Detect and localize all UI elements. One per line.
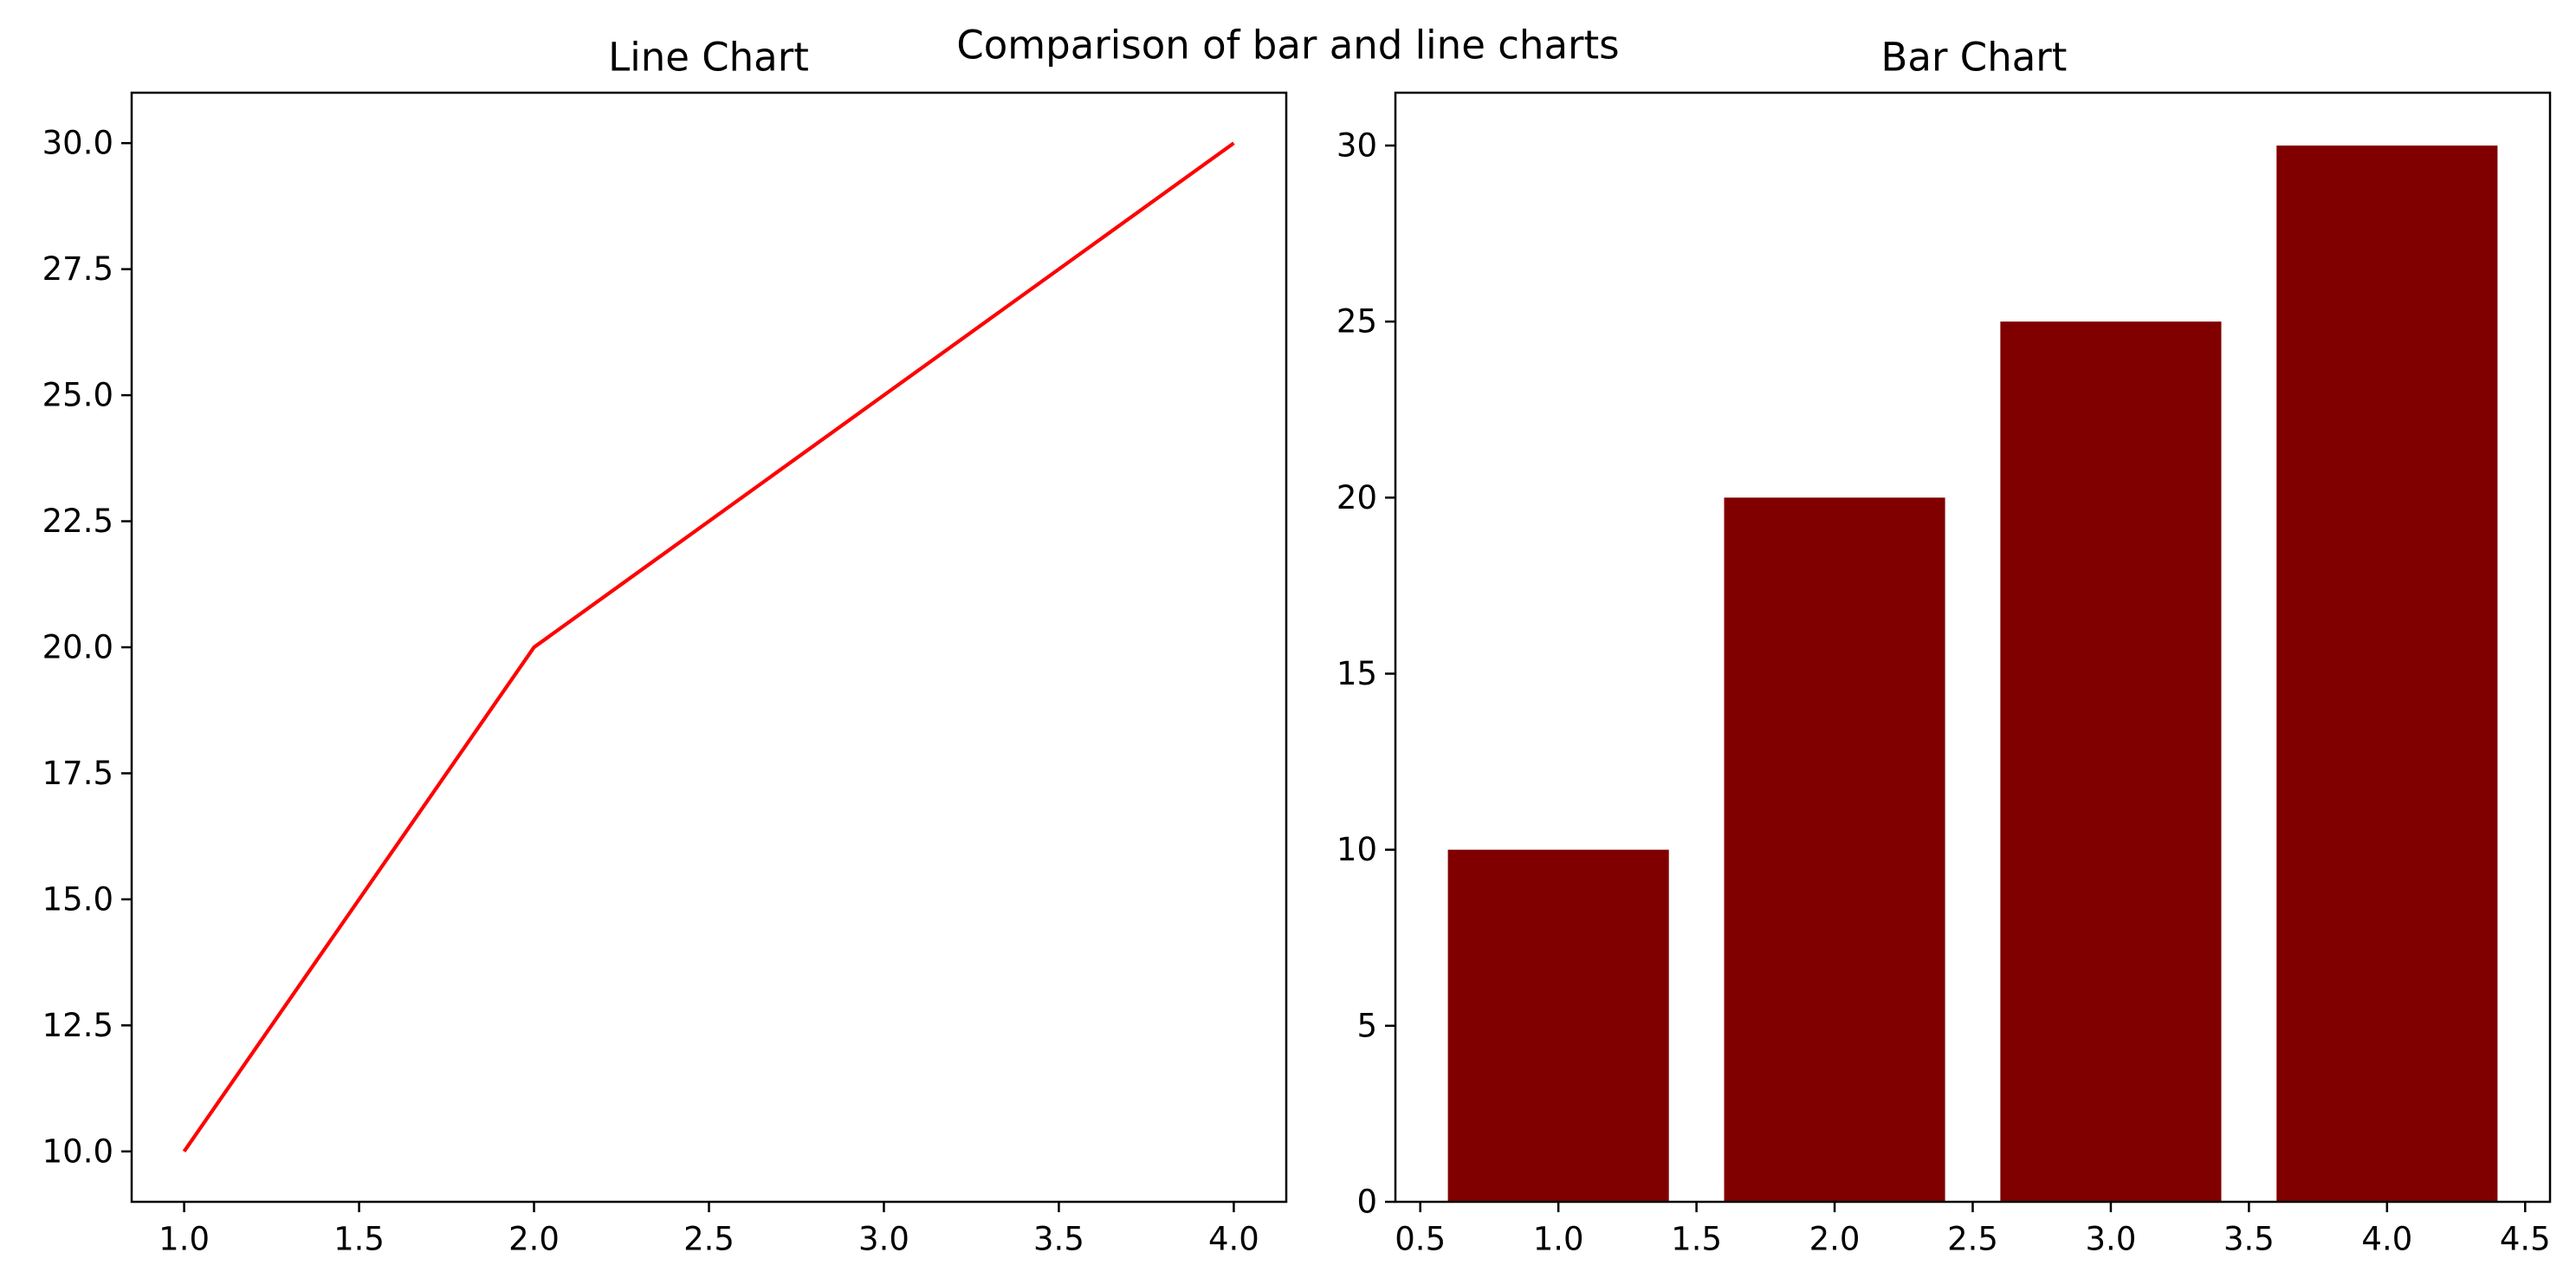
bar-chart-x-axis-ticks: 0.5 1.0 1.5 2.0 2.5 3.0 3.5 4.0 4.5: [1395, 1202, 2551, 1258]
line-y-tick-label: 30.0: [42, 125, 113, 162]
bar-3: [2000, 321, 2222, 1203]
line-x-tick-label: 4.0: [1208, 1221, 1259, 1258]
bar-y-tick-label: 5: [1356, 1007, 1377, 1044]
line-y-tick-label: 17.5: [42, 755, 113, 792]
figure-suptitle: Comparison of bar and line charts: [956, 23, 1619, 68]
bar-y-tick-label: 20: [1337, 479, 1377, 516]
line-x-tick-label: 1.5: [333, 1221, 385, 1258]
line-y-tick-label: 12.5: [42, 1007, 113, 1044]
bar-x-tick-label: 4.0: [2361, 1221, 2412, 1258]
line-chart-marks: [182, 141, 1235, 1153]
line-x-tick-label: 3.0: [858, 1221, 909, 1258]
bar-chart-panel: Bar Chart 0.5 1.0 1.5 2.0 2.5 3.0 3.5 4.0 4.5 0 5…: [1337, 35, 2552, 1258]
line-x-tick-label: 1.0: [159, 1221, 210, 1258]
bar-y-tick-label: 0: [1356, 1184, 1377, 1221]
bar-y-tick-label: 30: [1337, 127, 1377, 164]
line-chart-panel: Line Chart 1.0 1.5 2.0 2.5 3.0 3.5 4.0 10.0 12.…: [42, 35, 1288, 1258]
line-y-tick-label: 15.0: [42, 880, 113, 918]
line-series-0: [182, 141, 1235, 1153]
bar-x-tick-label: 2.0: [1809, 1221, 1861, 1258]
bar-x-tick-label: 3.0: [2086, 1221, 2137, 1258]
bar-chart-y-axis-ticks: 0 5 10 15 20 25 30: [1337, 127, 1395, 1221]
bar-x-tick-label: 1.0: [1533, 1221, 1584, 1258]
line-chart-x-axis-ticks: 1.0 1.5 2.0 2.5 3.0 3.5 4.0: [159, 1202, 1259, 1258]
bar-chart-marks: [1447, 145, 2498, 1203]
line-x-tick-label: 3.5: [1033, 1221, 1084, 1258]
line-y-tick-label: 25.0: [42, 377, 113, 414]
bar-y-tick-label: 15: [1337, 655, 1377, 692]
line-y-tick-label: 27.5: [42, 250, 113, 288]
bar-4: [2276, 145, 2498, 1202]
bar-x-tick-label: 1.5: [1671, 1221, 1722, 1258]
line-chart-y-axis-ticks: 10.0 12.5 15.0 17.5 20.0 22.5 25.0 27.5 30.0: [42, 125, 132, 1170]
line-chart-title: Line Chart: [608, 35, 809, 81]
bar-x-tick-label: 2.5: [1947, 1221, 1998, 1258]
bar-1: [1447, 849, 1669, 1202]
line-chart-axes-frame: [130, 91, 1288, 1204]
bar-x-tick-label: 4.5: [2500, 1221, 2551, 1258]
bar-2: [1724, 497, 1945, 1202]
bar-y-tick-label: 25: [1337, 303, 1377, 341]
line-y-tick-label: 10.0: [42, 1132, 113, 1170]
line-y-tick-label: 22.5: [42, 503, 113, 540]
bar-x-tick-label: 3.5: [2223, 1221, 2275, 1258]
line-y-tick-label: 20.0: [42, 629, 113, 666]
bar-chart-title: Bar Chart: [1881, 35, 2068, 81]
bar-y-tick-label: 10: [1337, 831, 1377, 868]
line-x-tick-label: 2.5: [683, 1221, 735, 1258]
bar-x-tick-label: 0.5: [1395, 1221, 1446, 1258]
bar-chart-axes-frame: [1394, 91, 2552, 1204]
line-x-tick-label: 2.0: [508, 1221, 560, 1258]
